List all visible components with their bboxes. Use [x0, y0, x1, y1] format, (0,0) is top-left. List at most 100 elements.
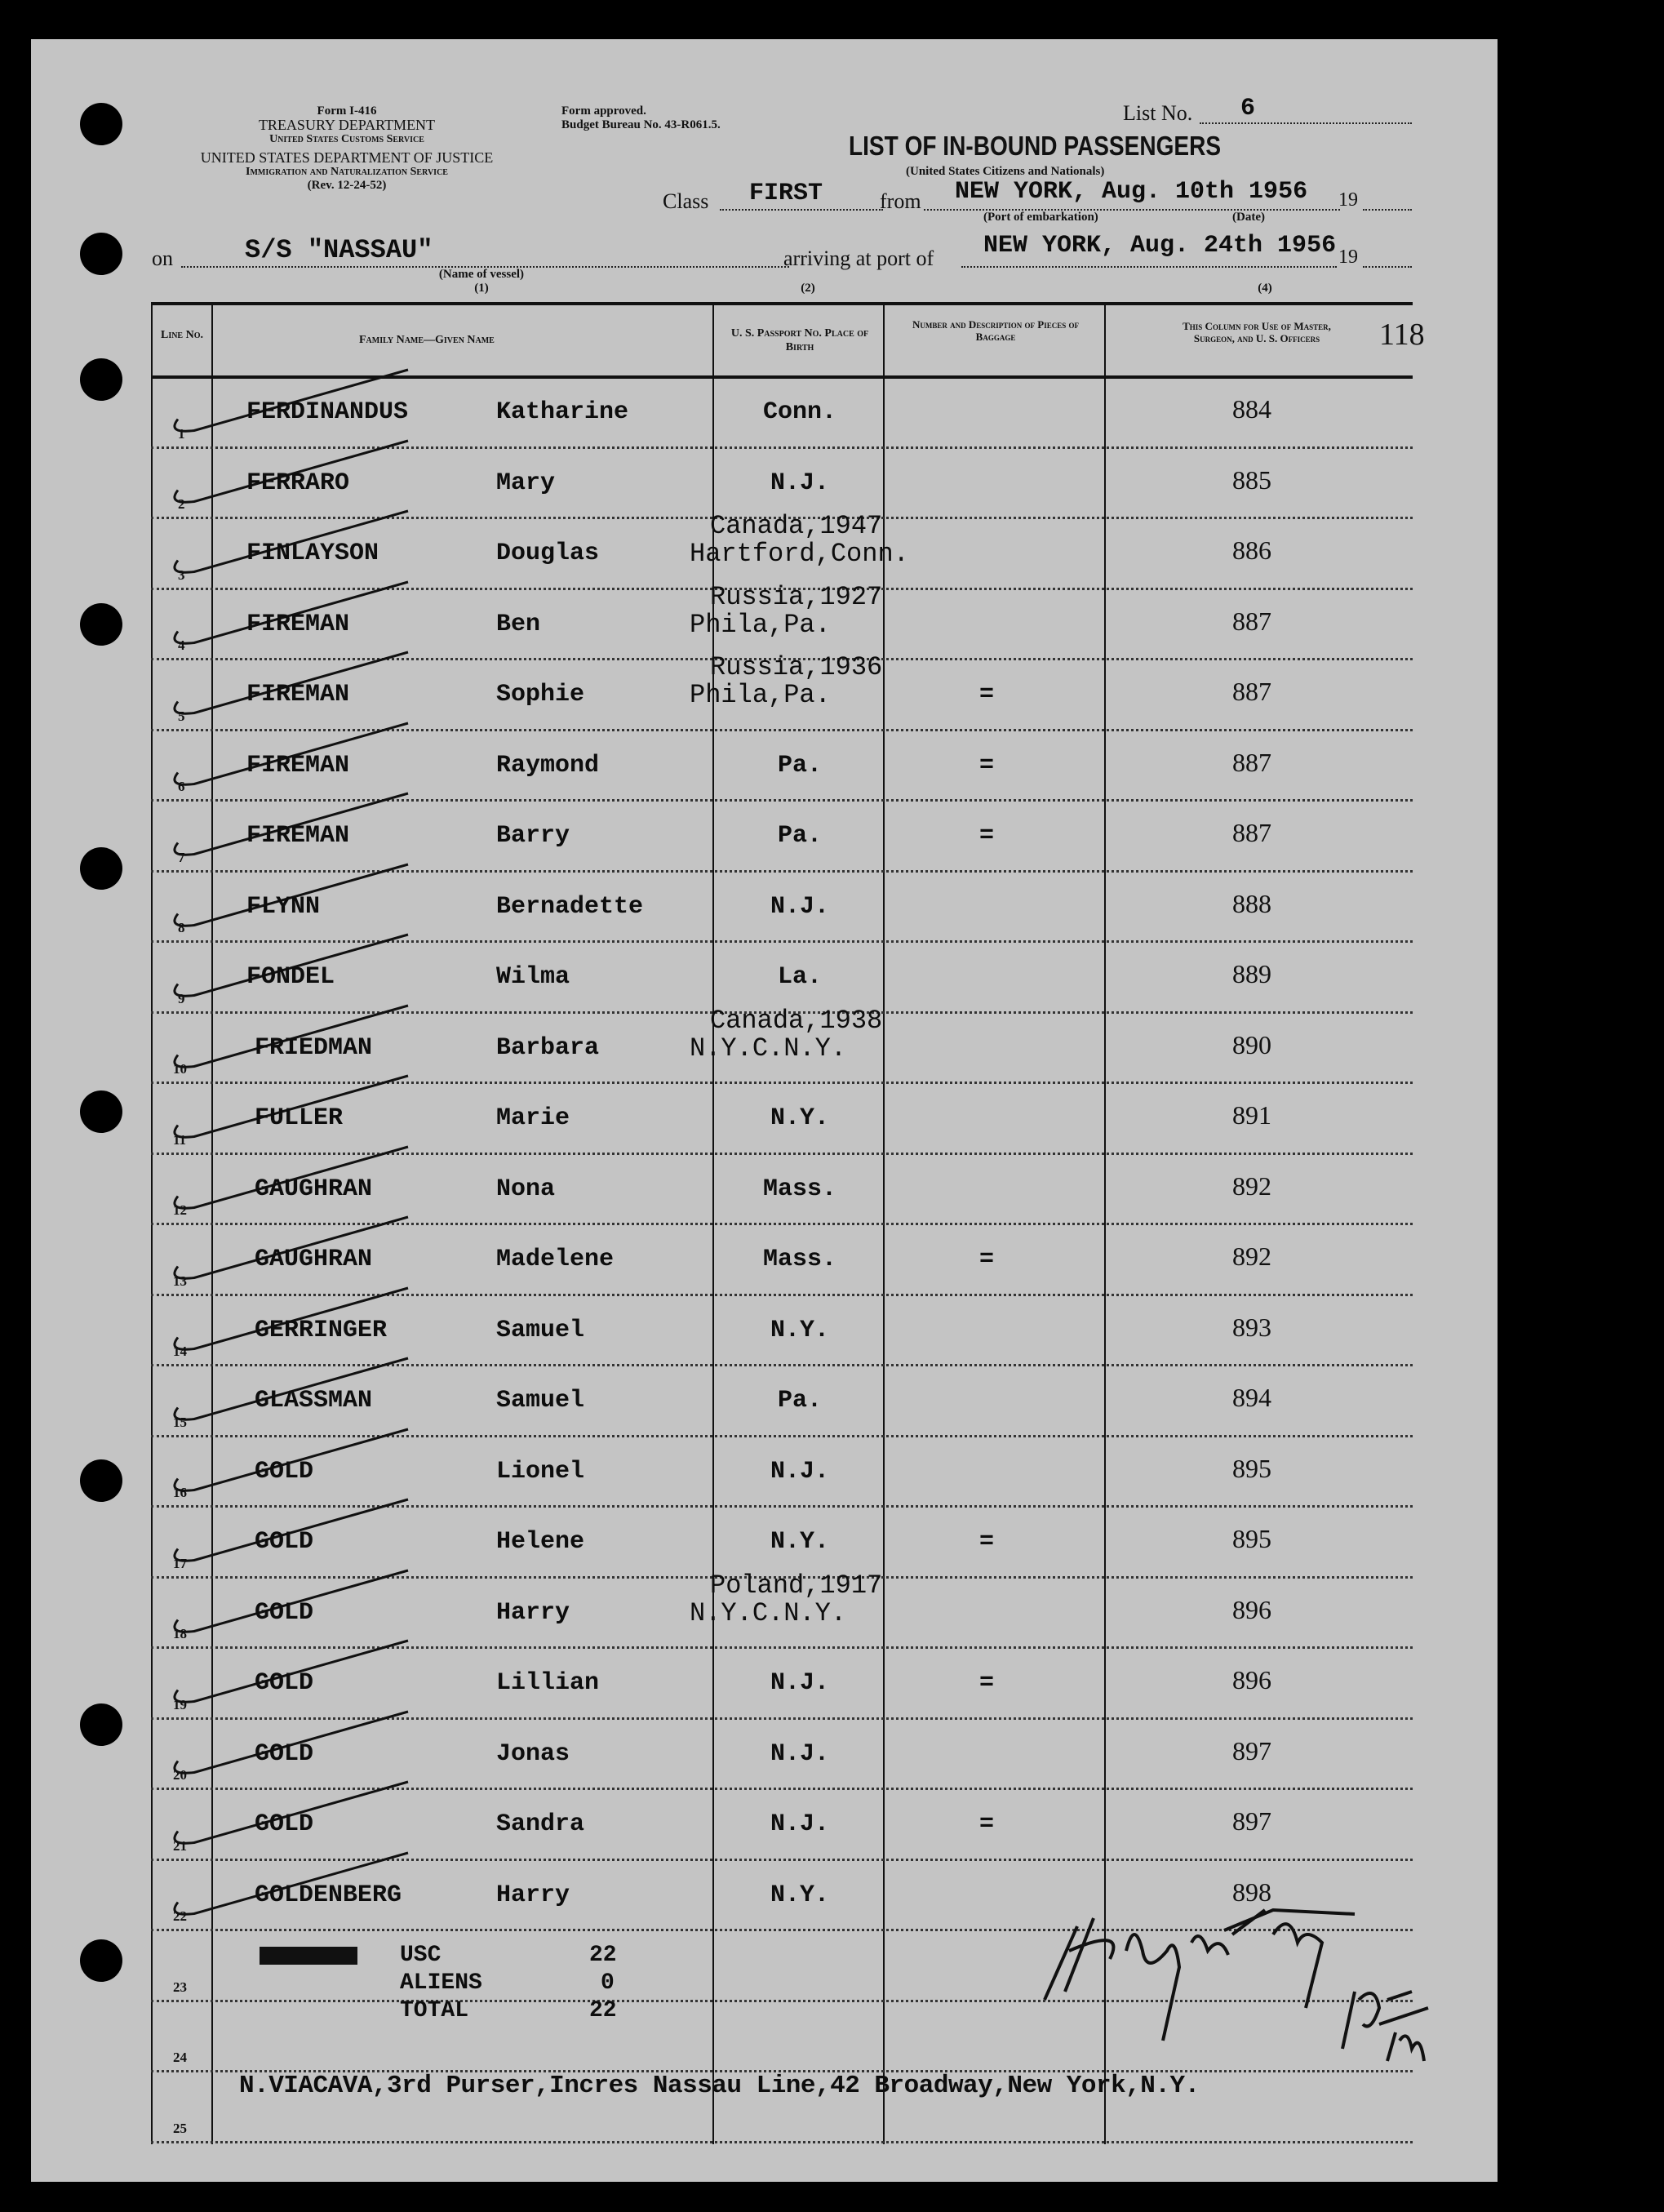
line-number: 7: [178, 849, 185, 865]
given-name: Jonas: [496, 1739, 570, 1768]
check-mark-icon: [173, 439, 409, 504]
officer-number: 892: [1232, 1170, 1271, 1201]
inspector-signature: [1043, 1908, 1429, 2062]
row-divider: [151, 940, 1413, 943]
officer-number: 891: [1232, 1100, 1271, 1130]
family-name: FINLAYSON: [246, 540, 379, 567]
place-of-birth: N.Y.C.N.Y.: [690, 1597, 847, 1628]
officer-number: 885: [1232, 464, 1271, 495]
place-of-birth: Mass.: [762, 1175, 836, 1203]
check-mark-icon: [173, 1710, 409, 1774]
place-of-birth: La.: [777, 963, 822, 991]
row-divider: [151, 869, 1413, 873]
page-number: 118: [1379, 318, 1425, 352]
place-of-birth: N.Y.C.N.Y.: [690, 1033, 847, 1064]
row-divider: [151, 2140, 1413, 2143]
check-mark-icon: [173, 1357, 409, 1421]
check-mark-icon: [173, 1428, 409, 1492]
baggage-ditto: =: [979, 681, 995, 708]
row-divider: [151, 1999, 1413, 2002]
given-name: Harry: [496, 1881, 570, 1909]
family-name: GOLD: [255, 1739, 314, 1768]
family-name: FIREMAN: [246, 610, 350, 638]
line-number: 25: [173, 2120, 187, 2136]
place-of-birth: N.J.: [770, 892, 829, 921]
given-name: Wilma: [496, 963, 570, 991]
form-header-left: Form I-416 TREASURY DEPARTMENT United St…: [151, 104, 543, 193]
manifest-page: [31, 39, 1498, 2182]
from-line: [924, 209, 1340, 211]
budget-bureau-text: Budget Bureau No. 43-R061.5.: [561, 118, 721, 131]
place-of-birth: N.J.: [770, 469, 829, 497]
place-of-birth: N.J.: [770, 1457, 829, 1486]
family-name: FONDEL: [246, 963, 335, 991]
aliens-label: ALIENS: [400, 1970, 482, 1996]
place-of-birth: Hartford,Conn.: [690, 539, 909, 569]
row-divider: [151, 1929, 1413, 1931]
from-label: from: [880, 189, 921, 213]
row-divider: [151, 658, 1413, 660]
place-of-birth: Phila,Pa.: [690, 609, 831, 640]
officer-number: 887: [1232, 818, 1271, 847]
check-mark-icon: [173, 1286, 409, 1351]
header-name: Family Name—Given Name: [359, 334, 495, 346]
place-of-birth: Pa.: [777, 1387, 822, 1415]
line-number: 8: [178, 920, 185, 935]
family-name: GOLD: [255, 1669, 314, 1697]
baggage-ditto: =: [979, 751, 995, 780]
line-number: 6: [178, 779, 185, 794]
family-name: GAUGHRAN: [255, 1175, 373, 1203]
officer-number: 897: [1232, 1806, 1271, 1836]
row-divider: [151, 517, 1413, 519]
check-mark-icon: [173, 1498, 409, 1562]
officer-number: 890: [1232, 1029, 1271, 1059]
vessel-caption: (Name of vessel) (1): [408, 268, 555, 295]
check-mark-icon: [173, 580, 409, 645]
vessel-name: S/S "NASSAU": [245, 235, 433, 265]
check-mark-icon: [173, 651, 409, 715]
check-mark-icon: [173, 722, 409, 786]
family-name: GAUGHRAN: [255, 1246, 373, 1273]
given-name: Katharine: [496, 398, 629, 426]
officer-number: 896: [1232, 1594, 1271, 1624]
row-divider: [151, 2070, 1413, 2072]
officer-number: 895: [1232, 1453, 1271, 1483]
given-name: Harry: [496, 1598, 570, 1627]
header-bottom-border: [151, 375, 1413, 379]
baggage-ditto: =: [979, 1669, 995, 1697]
row-divider: [151, 1505, 1413, 1508]
officer-number: 892: [1232, 1241, 1271, 1271]
officer-number: 886: [1232, 535, 1271, 565]
form-approval: Form approved. Budget Bureau No. 43-R061…: [561, 104, 721, 132]
row-divider: [151, 1858, 1413, 1861]
form-number: Form I-416: [317, 104, 377, 118]
officer-number: 887: [1232, 677, 1271, 706]
baggage-ditto: =: [979, 1528, 995, 1556]
given-name: Lillian: [496, 1669, 600, 1697]
officer-number: 888: [1232, 888, 1271, 918]
birth-country-year: Poland,1917: [710, 1570, 883, 1601]
check-mark-icon: [173, 1569, 409, 1633]
place-of-birth: Phila,Pa.: [690, 680, 831, 710]
vessel-label: (Name of vessel): [438, 268, 525, 281]
purser-signature-line: N.VIACAVA,3rd Purser,Incres Nassau Line,…: [239, 2072, 1200, 2100]
row-divider: [151, 728, 1413, 731]
family-name: GOLD: [255, 1810, 314, 1838]
given-name: Samuel: [496, 1316, 585, 1344]
arriving-label: arriving at port of: [783, 247, 934, 270]
check-mark-icon: [173, 368, 409, 433]
redacted-word: [260, 1947, 357, 1965]
birth-country-year: Russia,1936: [710, 652, 883, 682]
place-of-birth: Mass.: [762, 1246, 836, 1273]
header-baggage: Number and Description of Pieces of Bagg…: [912, 318, 1079, 343]
line-number: 5: [178, 708, 185, 724]
list-no-label: List No.: [1123, 101, 1193, 125]
given-name: Mary: [496, 469, 556, 497]
year-line-2: [1363, 266, 1412, 268]
line-number: 24: [173, 2050, 187, 2065]
year-line: [1363, 209, 1412, 211]
vessel-line: [181, 266, 789, 268]
check-mark-icon: [173, 1074, 409, 1139]
family-name: FERRARO: [246, 469, 350, 497]
line-number: 2: [178, 496, 185, 512]
